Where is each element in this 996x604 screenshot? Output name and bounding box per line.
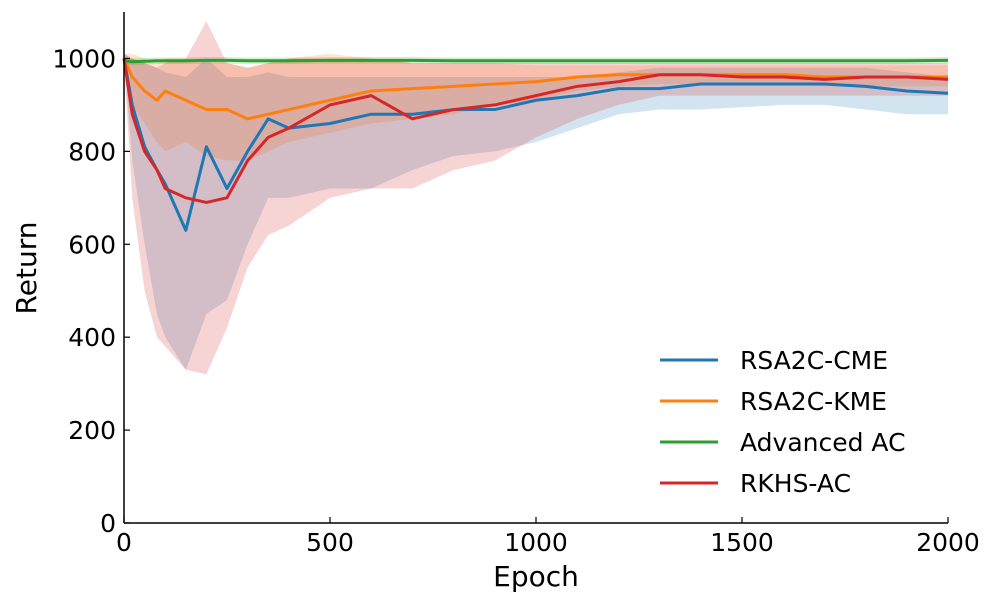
y-tick-label: 600 [68,230,116,259]
y-axis-label: Return [10,222,43,315]
x-tick-label: 0 [116,528,132,557]
y-tick-label: 400 [68,323,116,352]
series-line [122,58,949,232]
series-line [123,58,949,64]
series-line [122,58,949,204]
y-tick-label: 1000 [52,44,116,73]
y-tick-label: 200 [68,416,116,445]
confidence-band [124,53,948,161]
legend-label: RKHS-AC [740,469,851,498]
legend-label: Advanced AC [740,428,906,457]
legend-label: RSA2C-KME [740,387,887,416]
x-tick-label: 1500 [710,528,774,557]
confidence-band [124,21,948,375]
y-tick-label: 800 [68,137,116,166]
legend-label: RSA2C-CME [740,346,888,375]
confidence-band [124,53,948,370]
x-tick-label: 500 [306,528,354,557]
y-tick-label: 0 [100,509,116,538]
x-axis-label: Epoch [493,560,579,593]
x-tick-label: 1000 [504,528,568,557]
series-line [122,57,948,121]
x-tick-label: 2000 [916,528,980,557]
